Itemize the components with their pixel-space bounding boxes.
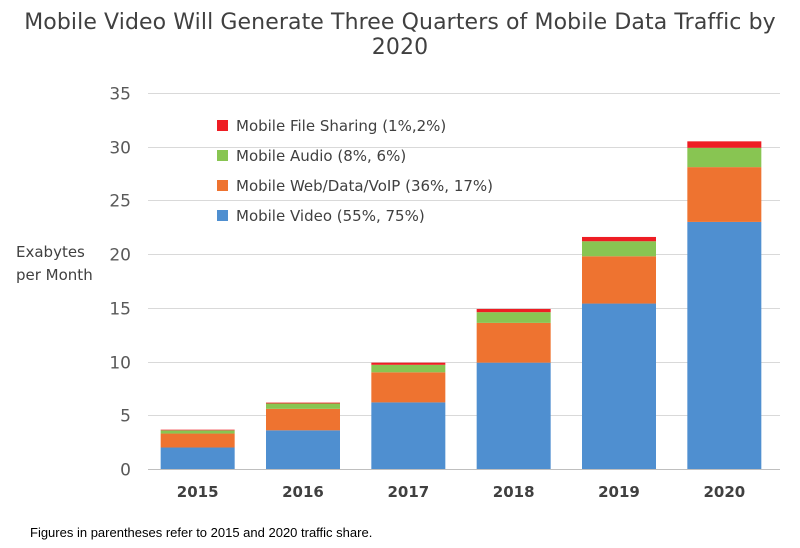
bar-segment	[687, 221, 762, 469]
bar-segment	[371, 372, 446, 403]
x-tick-label: 2018	[493, 483, 535, 501]
bar-segment	[266, 402, 340, 404]
legend-label: Mobile Video (55%, 75%)	[236, 207, 425, 225]
x-tick-label: 2016	[282, 483, 324, 501]
bar-segment	[476, 362, 551, 469]
x-tick-label: 2017	[387, 483, 429, 501]
bar-segment	[266, 403, 340, 409]
x-tick-label: 2015	[177, 483, 219, 501]
gridlines	[148, 93, 780, 470]
legend-label: Mobile Web/Data/VoIP (36%, 17%)	[236, 177, 493, 195]
y-axis-label-line-1: Exabytes	[16, 243, 85, 261]
bar-segment	[687, 147, 762, 168]
legend-swatch	[217, 210, 228, 221]
x-tick-label: 2019	[598, 483, 640, 501]
legend-swatch	[217, 180, 228, 191]
y-tick-label: 5	[120, 407, 131, 427]
legend-label: Mobile File Sharing (1%,2%)	[236, 117, 446, 135]
bar-segment	[476, 322, 551, 363]
bar-segment	[371, 362, 446, 365]
bar-segment	[687, 141, 762, 148]
y-tick-label: 10	[109, 354, 131, 374]
y-tick-label: 20	[109, 246, 131, 266]
y-axis-ticks: 0 5 10 15 20 25 30 35	[109, 85, 131, 481]
legend-label: Mobile Audio (8%, 6%)	[236, 147, 406, 165]
y-tick-label: 30	[109, 139, 131, 159]
bar-segment	[582, 303, 656, 469]
bar-segment	[582, 241, 656, 257]
bar-segment	[476, 308, 551, 313]
bar-stack-2018	[476, 308, 551, 469]
bar-segment	[582, 236, 656, 242]
bar-segment	[160, 433, 235, 448]
bar-segment	[687, 167, 762, 222]
y-axis-label-line-2: per Month	[16, 266, 93, 284]
bar-stacks	[160, 141, 762, 469]
x-tick-label: 2020	[703, 483, 745, 501]
bar-segment	[371, 402, 446, 469]
y-tick-label: 35	[109, 85, 131, 105]
bar-segment	[582, 256, 656, 304]
bar-stack-2020	[687, 141, 762, 469]
legend: Mobile File Sharing (1%,2%) Mobile Audio …	[217, 117, 493, 225]
bar-stack-2017	[371, 362, 446, 469]
bar-segment	[476, 312, 551, 323]
bar-segment	[266, 408, 340, 431]
y-tick-label: 15	[109, 300, 131, 320]
bar-stack-2016	[266, 402, 340, 469]
chart-title: Mobile Video Will Generate Three Quarter…	[24, 10, 776, 60]
y-axis-label: Exabytes per Month	[16, 241, 93, 287]
x-axis-categories: 2015 2016 2017 2018 2019 2020	[177, 483, 745, 501]
footnote: Figures in parentheses refer to 2015 and…	[30, 525, 373, 540]
bar-segment	[160, 429, 235, 431]
legend-swatch	[217, 120, 228, 131]
bar-segment	[160, 430, 235, 434]
y-tick-label: 25	[109, 192, 131, 212]
bar-segment	[266, 430, 340, 469]
bar-segment	[160, 447, 235, 469]
bar-stack-2015	[160, 429, 235, 469]
legend-swatch	[217, 150, 228, 161]
bar-segment	[371, 364, 446, 373]
bar-stack-2019	[582, 236, 656, 469]
y-tick-label: 0	[120, 461, 131, 481]
